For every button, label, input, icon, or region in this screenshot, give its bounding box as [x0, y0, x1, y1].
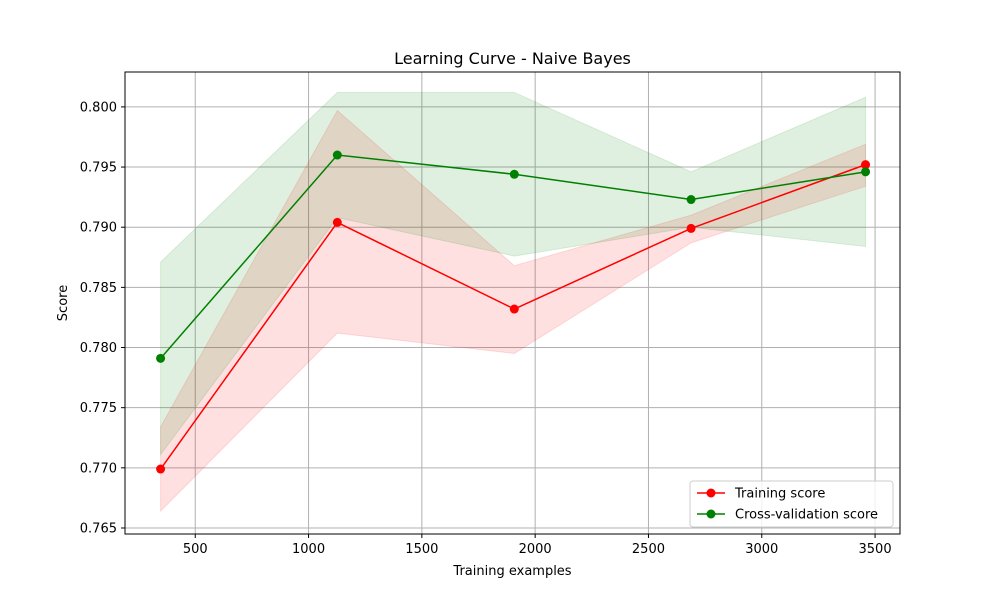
confidence-band-1: [160, 91, 867, 457]
y-tick-label: 0.790: [80, 221, 117, 236]
data-point-series-0: [332, 217, 342, 227]
y-tick-label: 0.765: [80, 521, 117, 536]
data-point-series-1: [861, 167, 871, 177]
x-tick-label: 3000: [745, 542, 778, 557]
y-tick-label: 0.780: [80, 341, 117, 356]
series-markers: [156, 150, 871, 474]
legend-entry-cross-validation: Cross-validation score: [697, 508, 878, 523]
y-axis-label: Score: [56, 285, 71, 321]
legend-swatch-marker: [706, 488, 716, 498]
legend: Training score Cross-validation score: [689, 480, 894, 528]
legend-swatch-marker: [706, 509, 716, 519]
data-point-series-0: [509, 304, 519, 314]
chart-title: Learning Curve - Naive Bayes: [394, 49, 631, 68]
y-tick-label: 0.800: [80, 100, 117, 115]
data-point-series-1: [156, 353, 166, 363]
data-point-series-0: [686, 223, 696, 233]
y-tick-label: 0.770: [80, 461, 117, 476]
grid: [125, 72, 900, 534]
x-tick-label: 3500: [859, 542, 892, 557]
x-tick-label: 500: [183, 542, 208, 557]
legend-box: [689, 480, 894, 528]
y-axis-ticks: 0.765 0.770 0.775 0.780 0.785 0.790 0.795 0.800: [80, 100, 125, 536]
data-point-series-0: [861, 160, 871, 170]
x-tick-label: 1500: [405, 542, 438, 557]
data-point-series-1: [686, 195, 696, 205]
legend-label-training: Training score: [734, 487, 825, 502]
y-tick-label: 0.775: [80, 401, 117, 416]
x-axis-label: Training examples: [452, 564, 571, 579]
legend-label-cross-validation: Cross-validation score: [735, 508, 878, 523]
x-tick-label: 1000: [292, 542, 325, 557]
data-point-series-1: [332, 150, 342, 160]
x-tick-label: 2000: [519, 542, 552, 557]
x-axis-ticks: 500 1000 1500 2000 2500 3000 3500: [183, 534, 892, 557]
x-tick-label: 2500: [632, 542, 665, 557]
data-point-series-0: [156, 464, 166, 474]
data-point-series-1: [509, 169, 519, 179]
plot-frame: [124, 71, 901, 535]
legend-entry-training: Training score: [697, 487, 825, 502]
y-tick-label: 0.785: [80, 281, 117, 296]
y-tick-label: 0.795: [80, 161, 117, 176]
